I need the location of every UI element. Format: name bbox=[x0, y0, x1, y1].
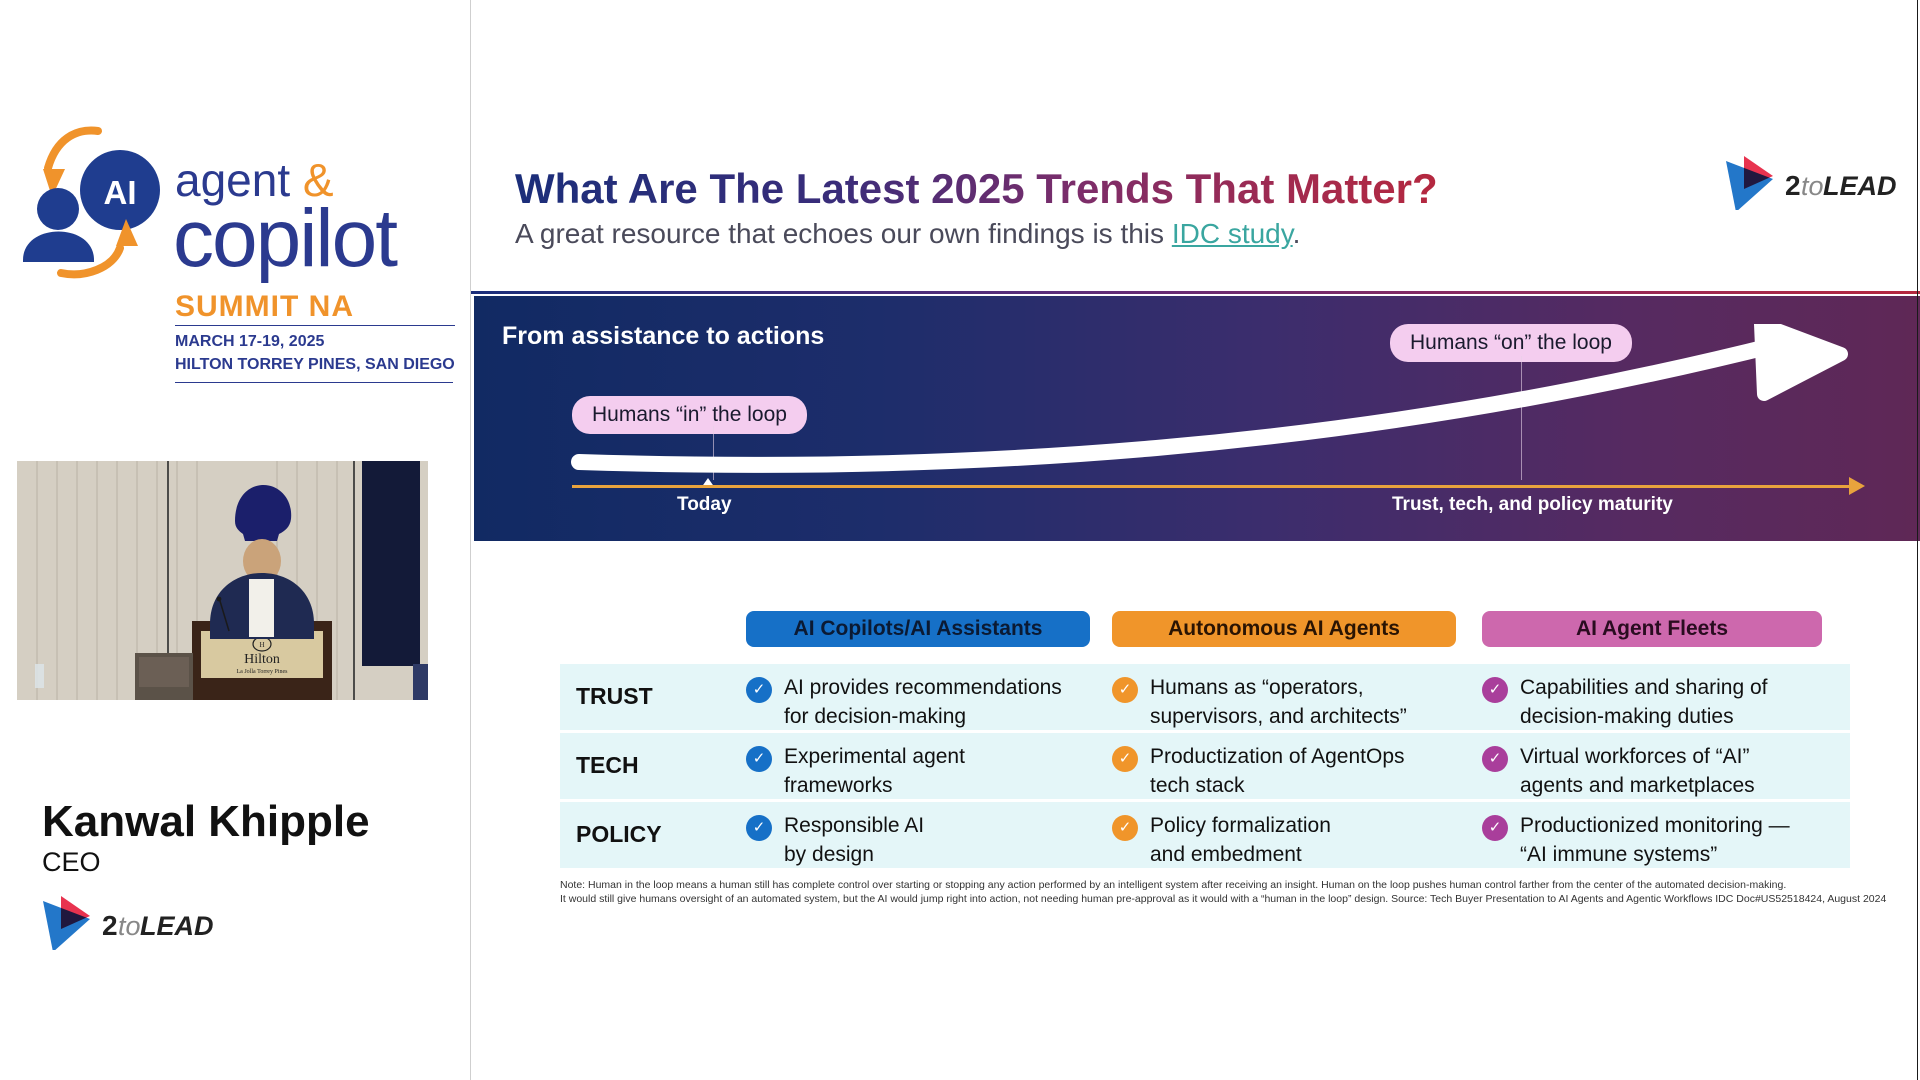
svg-text:LEAD: LEAD bbox=[140, 911, 214, 941]
svg-text:AI: AI bbox=[104, 174, 137, 211]
svg-text:2: 2 bbox=[1785, 170, 1801, 201]
svg-text:LEAD: LEAD bbox=[1823, 171, 1897, 201]
svg-text:La Jolla Torrey Pines: La Jolla Torrey Pines bbox=[237, 669, 289, 675]
svg-text:to: to bbox=[118, 911, 141, 941]
svg-text:Hilton: Hilton bbox=[244, 652, 280, 667]
svg-text:H: H bbox=[259, 641, 264, 649]
svg-text:to: to bbox=[1801, 171, 1824, 201]
svg-text:2: 2 bbox=[102, 910, 118, 941]
